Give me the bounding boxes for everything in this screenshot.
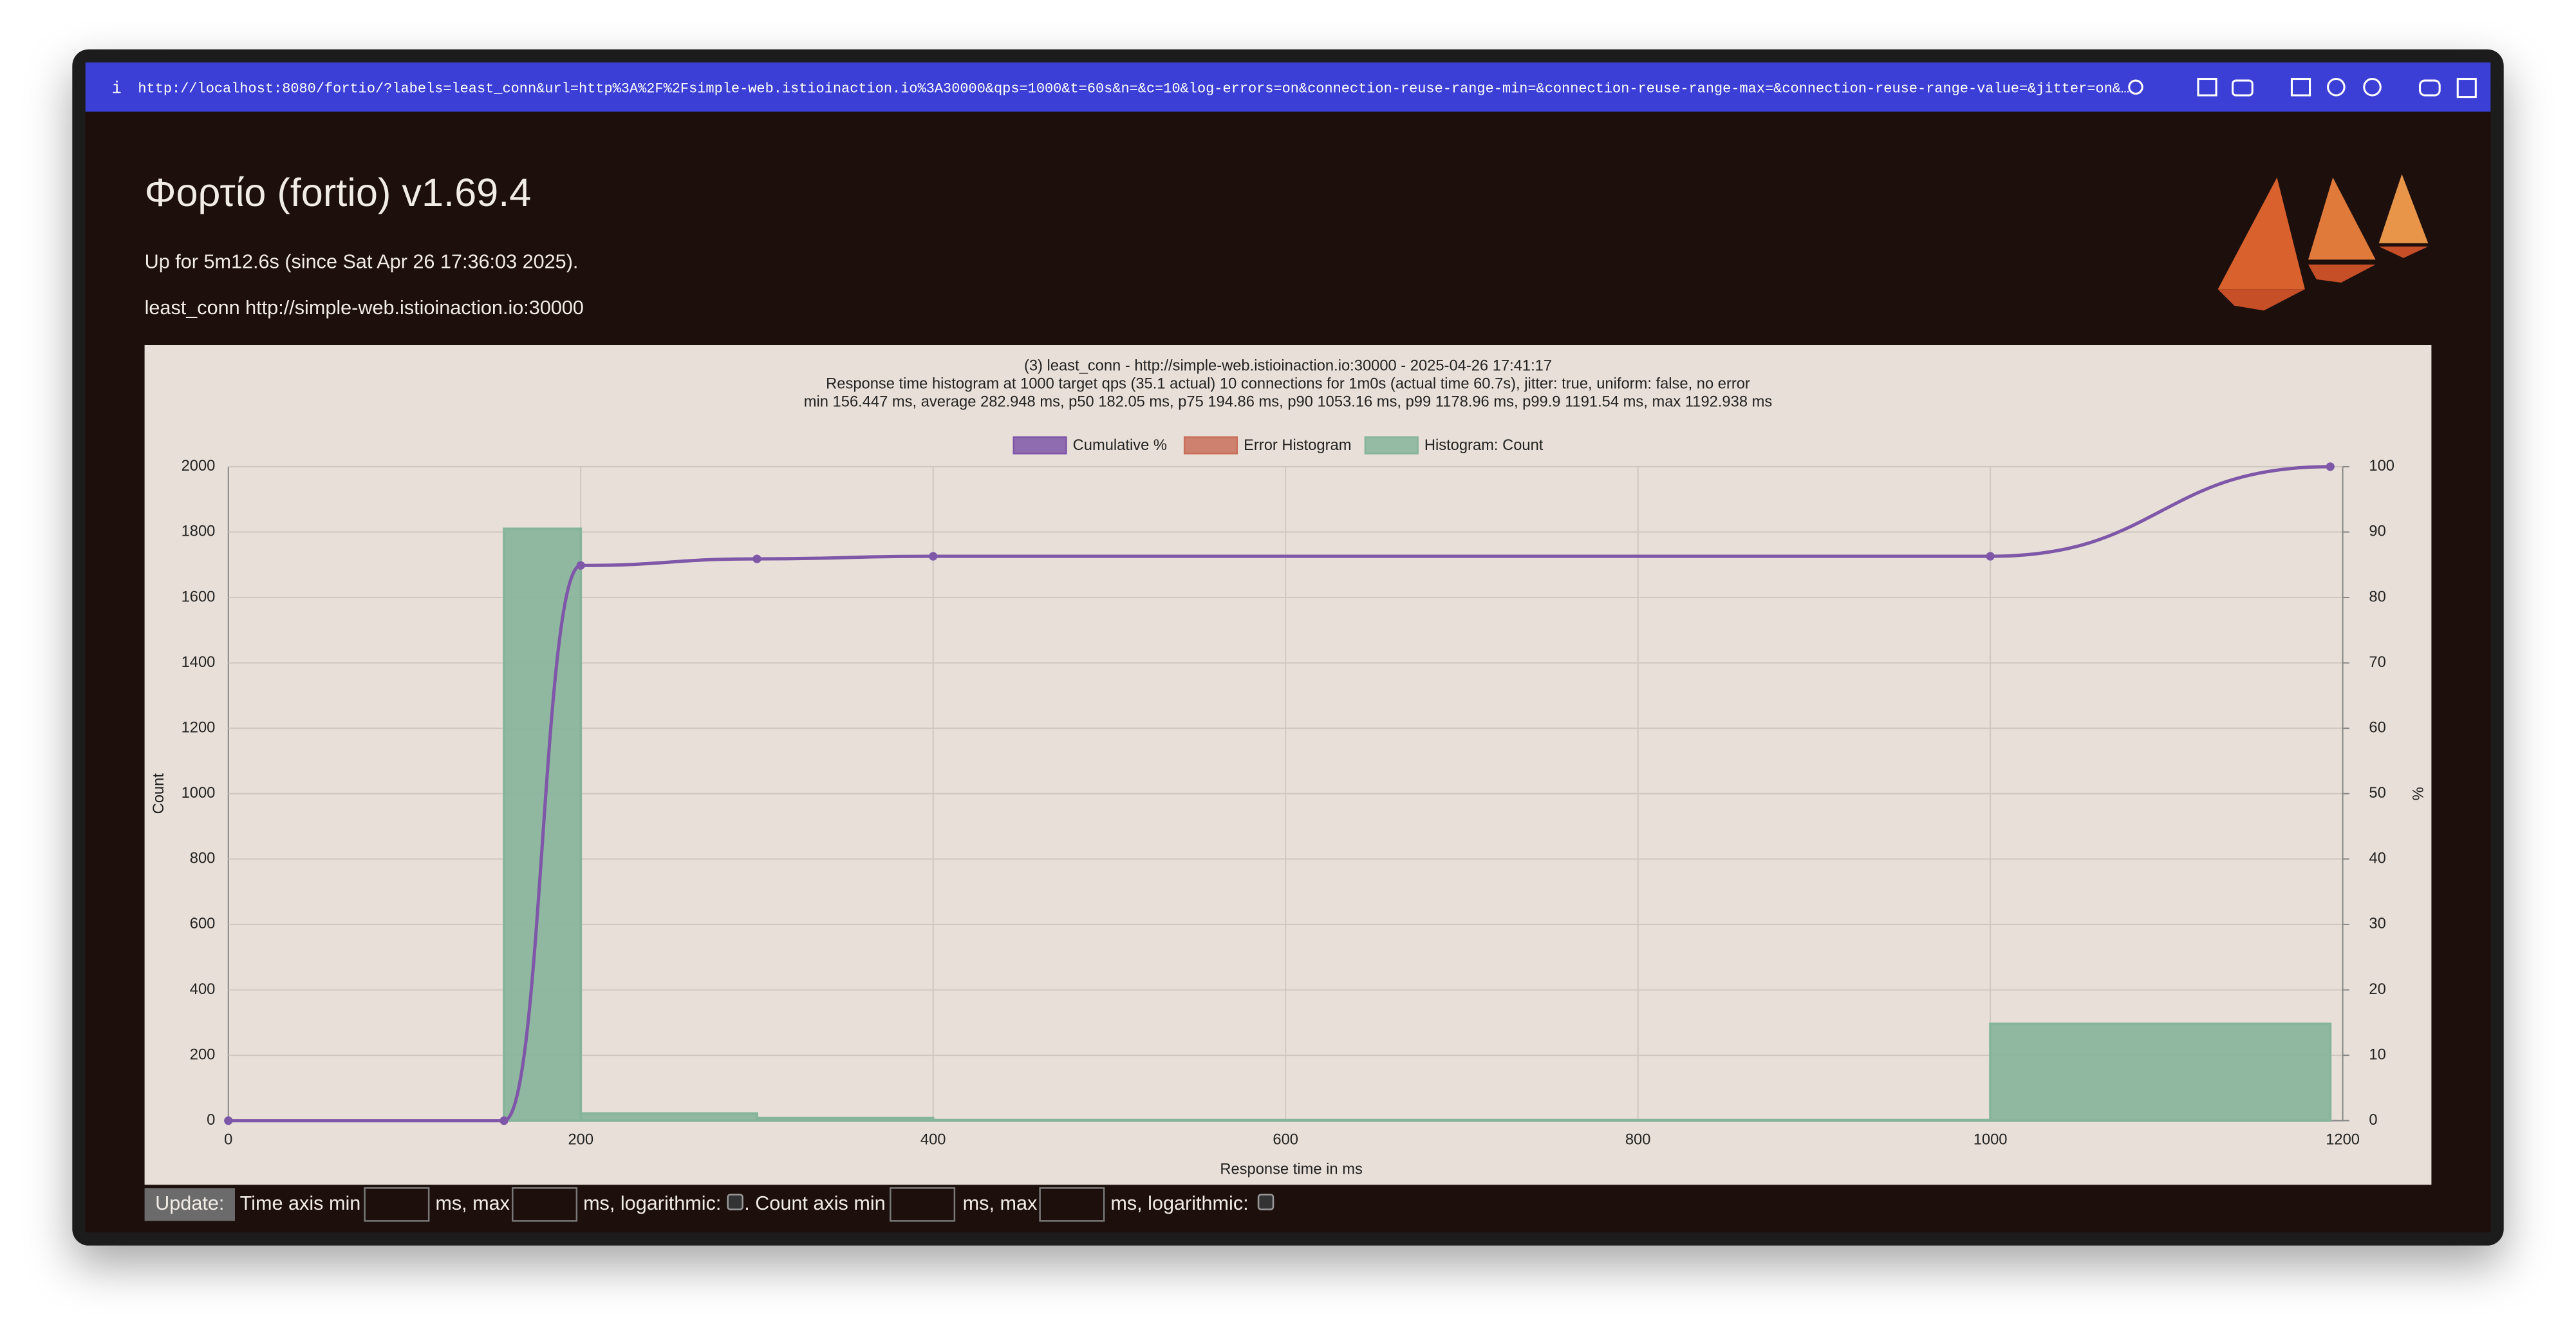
y-tick-label: 400 (190, 981, 216, 998)
line-point (929, 552, 938, 561)
time-max-label: ms, max (435, 1192, 510, 1214)
page-title: Φορτίο (fortio) v1.69.4 (145, 171, 532, 214)
chart-subtitle: Response time histogram at 1000 target q… (826, 376, 1750, 393)
line-point (752, 554, 761, 563)
y2-tick-label: 30 (2369, 916, 2385, 932)
ext-icon[interactable] (2419, 79, 2441, 97)
time-min-label: Time axis min (240, 1192, 361, 1214)
url[interactable]: http://localhost:8080/fortio/?labels=lea… (138, 81, 2129, 97)
legend-swatch (1364, 436, 1419, 455)
y-tick-label: 1800 (182, 523, 216, 540)
y2-tick-label: 0 (2369, 1112, 2377, 1129)
x-tick-label: 0 (224, 1132, 232, 1149)
address-bar (85, 62, 2491, 112)
link-icon[interactable] (2128, 79, 2143, 95)
chart-subtitle: min 156.447 ms, average 282.948 ms, p50 … (804, 394, 1772, 411)
histogram-bar (579, 1112, 758, 1122)
x-axis-title: Response time in ms (1220, 1161, 1362, 1178)
histogram-bar (756, 1116, 935, 1122)
y-tick-label: 600 (190, 916, 216, 932)
x-tick-label: 200 (568, 1132, 593, 1149)
line-point (576, 561, 585, 570)
y2-tick-label: 40 (2369, 850, 2385, 867)
globe-icon[interactable] (2327, 77, 2346, 97)
count-max-input[interactable] (1039, 1187, 1105, 1222)
x-tick-label: 1200 (2326, 1132, 2360, 1149)
update-label[interactable]: Update: (155, 1192, 224, 1214)
legend-label: Cumulative % (1073, 437, 1167, 454)
chart-title: (3) least_conn - http://simple-web.istio… (1024, 357, 1552, 374)
controls: Update: Time axis min ms, max ms, logari… (144, 1187, 1274, 1222)
y-tick-label: 200 (190, 1046, 216, 1063)
update-button[interactable] (144, 1188, 235, 1221)
x-tick-label: 400 (920, 1132, 946, 1149)
x-tick-label: 600 (1273, 1132, 1298, 1149)
y2-tick-label: 100 (2369, 458, 2394, 474)
y-tick-label: 800 (190, 850, 216, 867)
histogram-bar (1989, 1022, 2332, 1122)
info-icon[interactable]: i (112, 80, 122, 99)
y-tick-label: 0 (207, 1112, 215, 1129)
count-log-label: ms, logarithmic: (1110, 1192, 1248, 1214)
time-min-input[interactable] (364, 1187, 430, 1222)
time-log-label: ms, logarithmic: (583, 1192, 721, 1214)
download-icon[interactable] (2197, 77, 2217, 97)
line-point (224, 1116, 233, 1125)
y2-tick-label: 10 (2369, 1046, 2385, 1063)
legend-swatch (1013, 436, 1067, 455)
y2-tick-label: 50 (2369, 785, 2385, 802)
x-tick-label: 800 (1625, 1132, 1651, 1149)
y2-tick-label: 80 (2369, 588, 2385, 605)
legend-label: Error Histogram (1244, 437, 1351, 454)
legend-swatch (1183, 436, 1238, 455)
y-tick-label: 1000 (182, 785, 216, 802)
y2-tick-label: 90 (2369, 523, 2385, 540)
toolbar-icons (2128, 77, 2477, 99)
y2-tick-label: 60 (2369, 719, 2385, 736)
logo (2217, 174, 2429, 311)
y-axis-title: Count (151, 773, 167, 814)
run-label: least_conn http://simple-web.istioinacti… (145, 297, 584, 319)
sidebar-icon[interactable] (2456, 77, 2477, 99)
console-icon[interactable] (2290, 77, 2311, 97)
y-tick-label: 1600 (182, 588, 216, 605)
line-point (1986, 552, 1995, 561)
line-point (2326, 462, 2335, 471)
y-tick-label: 1200 (182, 719, 216, 736)
time-log-checkbox[interactable] (727, 1194, 743, 1210)
count-min-input[interactable] (890, 1187, 956, 1222)
x-tick-label: 1000 (1974, 1132, 2008, 1149)
y-tick-label: 2000 (182, 458, 216, 474)
count-min-label: . Count axis min (744, 1192, 885, 1214)
y2-axis-title: % (2409, 787, 2425, 800)
histogram-bar (931, 1118, 1992, 1122)
camera-icon[interactable] (2232, 79, 2254, 97)
line-point (499, 1116, 509, 1125)
y-tick-label: 1400 (182, 654, 216, 671)
y2-tick-label: 20 (2369, 981, 2385, 998)
time-max-input[interactable] (512, 1187, 578, 1222)
legend-label: Histogram: Count (1424, 437, 1544, 454)
y2-tick-label: 70 (2369, 654, 2385, 671)
target-icon[interactable] (2363, 77, 2382, 97)
uptime: Up for 5m12.6s (since Sat Apr 26 17:36:0… (145, 250, 579, 272)
chart: (3) least_conn - http://simple-web.istio… (151, 357, 2425, 1178)
count-log-checkbox[interactable] (1257, 1194, 1274, 1210)
count-max-label: ms, max (963, 1192, 1038, 1214)
